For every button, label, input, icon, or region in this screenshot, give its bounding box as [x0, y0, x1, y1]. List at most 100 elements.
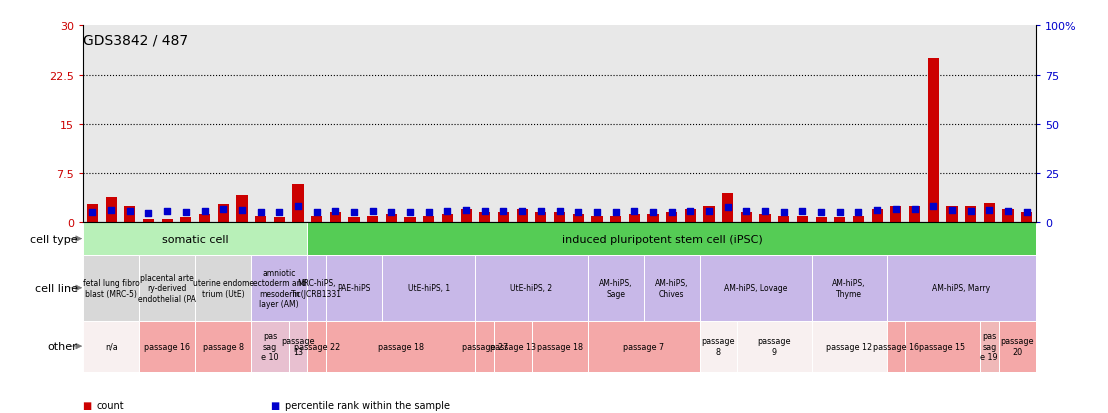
Text: passage 16: passage 16	[144, 342, 191, 351]
Bar	[143, 219, 154, 223]
Point	[458, 208, 475, 214]
Bar	[479, 213, 491, 223]
Bar	[984, 203, 995, 223]
Bar	[644, 255, 699, 321]
Bar	[516, 210, 527, 223]
Bar	[497, 213, 509, 223]
Text: MRC-hiPS,
Tic(JCRB1331: MRC-hiPS, Tic(JCRB1331	[291, 278, 342, 298]
Point	[214, 206, 232, 213]
Text: AM-hiPS, Lovage: AM-hiPS, Lovage	[724, 284, 788, 292]
Point	[420, 209, 438, 216]
Bar	[647, 215, 658, 223]
Text: UtE-hiPS, 2: UtE-hiPS, 2	[511, 284, 553, 292]
Point	[981, 208, 998, 214]
Text: percentile rank within the sample: percentile rank within the sample	[285, 400, 450, 410]
Text: passage 12: passage 12	[827, 342, 872, 351]
Bar	[293, 185, 304, 223]
Point	[793, 209, 811, 215]
Bar	[872, 210, 883, 223]
Point	[382, 209, 400, 216]
Point	[233, 208, 250, 214]
Bar	[195, 321, 252, 372]
Text: passage 15: passage 15	[920, 342, 966, 351]
Text: PAE-hiPS: PAE-hiPS	[337, 284, 371, 292]
Bar	[628, 215, 640, 223]
Point	[513, 209, 531, 215]
Bar	[1003, 210, 1014, 223]
Point	[196, 208, 214, 215]
Point	[625, 209, 643, 215]
Point	[738, 209, 756, 215]
Text: somatic cell: somatic cell	[162, 234, 228, 244]
Point	[774, 209, 792, 216]
Bar	[905, 321, 979, 372]
Text: passage
8: passage 8	[701, 337, 735, 356]
Point	[905, 206, 923, 213]
Bar	[252, 255, 307, 321]
Point	[532, 209, 550, 215]
Point	[812, 209, 830, 216]
Text: passage 16: passage 16	[873, 342, 919, 351]
Point	[888, 206, 905, 213]
Point	[327, 209, 345, 215]
Point	[869, 208, 886, 214]
Bar	[797, 216, 808, 223]
Bar	[532, 321, 587, 372]
Bar	[475, 255, 587, 321]
Bar	[554, 213, 565, 223]
Text: GDS3842 / 487: GDS3842 / 487	[83, 33, 188, 47]
Point	[943, 208, 961, 214]
Bar	[587, 321, 699, 372]
Bar	[979, 321, 998, 372]
Bar	[815, 218, 827, 223]
Point	[551, 209, 568, 215]
Bar	[909, 206, 920, 223]
Text: passage 18: passage 18	[378, 342, 423, 351]
Bar	[326, 321, 475, 372]
Bar	[890, 206, 902, 223]
Bar	[946, 206, 957, 223]
Point	[700, 209, 718, 215]
Bar	[886, 255, 1036, 321]
Text: passage 18: passage 18	[536, 342, 583, 351]
Bar	[853, 216, 864, 223]
Point	[607, 209, 625, 216]
Bar	[759, 215, 771, 223]
Point	[252, 209, 269, 216]
Text: ■: ■	[271, 400, 284, 410]
Bar	[685, 210, 696, 223]
Text: ■: ■	[83, 400, 95, 410]
Bar	[812, 321, 886, 372]
Bar	[86, 204, 98, 223]
Bar	[699, 321, 737, 372]
Bar	[288, 321, 307, 372]
Bar	[886, 321, 905, 372]
Text: passage
13: passage 13	[281, 337, 315, 356]
Bar	[367, 216, 378, 223]
Bar	[105, 198, 116, 223]
Bar	[998, 321, 1036, 372]
Bar	[1022, 213, 1033, 223]
Bar	[274, 218, 285, 223]
Bar	[592, 216, 603, 223]
Point	[177, 209, 195, 216]
Point	[719, 205, 737, 211]
Point	[158, 209, 176, 215]
Text: pas
sag
e 10: pas sag e 10	[261, 331, 279, 361]
Bar	[442, 215, 453, 223]
Point	[663, 209, 680, 216]
Text: passage 22: passage 22	[294, 342, 340, 351]
Point	[756, 209, 773, 215]
Point	[681, 209, 699, 215]
Point	[439, 209, 456, 215]
Point	[363, 209, 381, 215]
Point	[644, 209, 661, 216]
Text: pas
sag
e 19: pas sag e 19	[981, 331, 998, 361]
Bar	[382, 255, 475, 321]
Point	[850, 209, 868, 216]
Point	[308, 209, 326, 216]
Bar	[535, 213, 546, 223]
Bar	[236, 195, 247, 223]
Text: UtE-hiPS, 1: UtE-hiPS, 1	[408, 284, 450, 292]
Text: AM-hiPS,
Thyme: AM-hiPS, Thyme	[832, 278, 865, 298]
